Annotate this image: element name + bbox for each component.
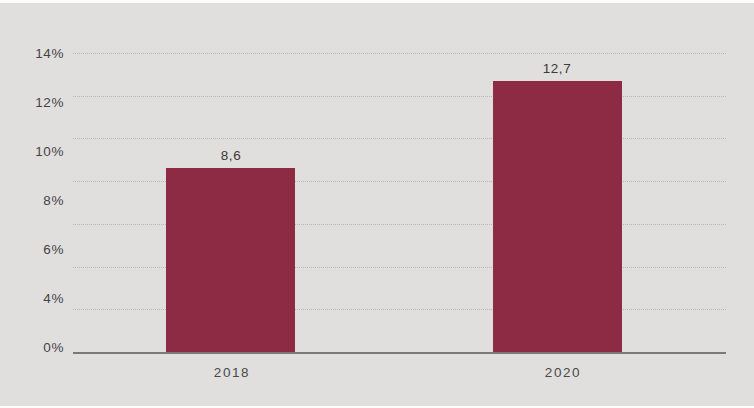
y-tick-label-4pct: 4% — [0, 290, 64, 308]
y-tick-label-8pct: 8% — [0, 192, 64, 210]
gridline-14pct — [73, 53, 726, 54]
y-tick-label-10pct: 10% — [0, 143, 64, 161]
y-tick-label-6pct: 6% — [0, 241, 64, 259]
y-tick-label-14pct: 14% — [0, 45, 64, 63]
y-tick-label-12pct: 12% — [0, 94, 64, 112]
y-tick-label-0pct: 0% — [0, 339, 64, 357]
gridline-12pct — [73, 96, 726, 97]
bar-value-label-2020: 12,7 — [512, 61, 602, 77]
bar-value-label-2018: 8,6 — [186, 148, 276, 164]
y-axis: 14% 12% 10% 8% 6% 4% 0% — [0, 0, 64, 408]
bar-2018 — [166, 168, 295, 352]
gridline-10pct — [73, 138, 726, 139]
x-tick-label-2020: 2020 — [503, 364, 623, 381]
bar-2020 — [493, 81, 622, 352]
plot-area: 8,6 12,7 — [73, 53, 726, 354]
x-tick-label-2018: 2018 — [172, 364, 292, 381]
top-edge-strip — [0, 0, 754, 3]
x-axis-line — [73, 352, 726, 354]
bar-chart: 14% 12% 10% 8% 6% 4% 0% 8,6 12,7 2018 2020 — [0, 0, 754, 408]
